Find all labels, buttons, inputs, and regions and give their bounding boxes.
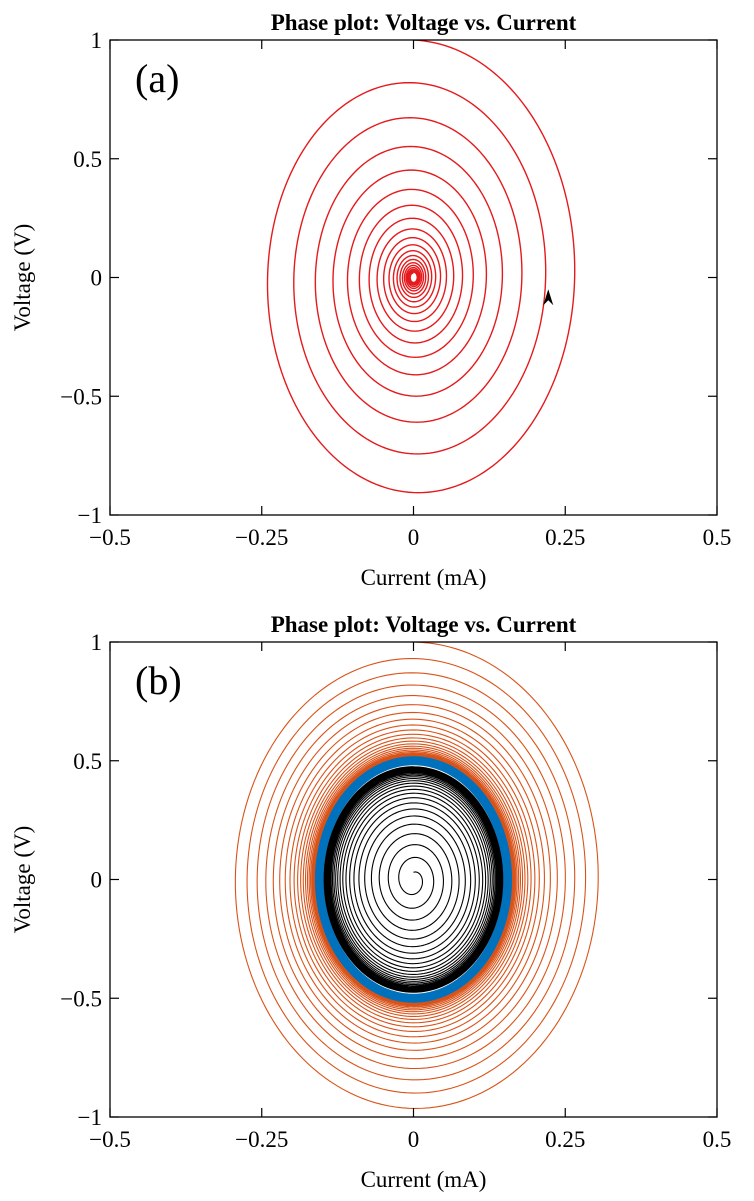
panel-label: (b) <box>135 658 182 703</box>
y-tick-label: −1 <box>78 503 102 528</box>
x-tick-label: 0.5 <box>703 1127 732 1152</box>
y-axis-label: Voltage (V) <box>10 826 35 934</box>
x-axis-label: Current (mA) <box>361 565 487 590</box>
chart-title: Phase plot: Voltage vs. Current <box>271 612 577 637</box>
x-tick-label: 0.5 <box>703 525 732 550</box>
x-tick-label: −0.5 <box>89 525 131 550</box>
x-tick-label: 0 <box>408 1127 420 1152</box>
chart-title: Phase plot: Voltage vs. Current <box>271 10 577 35</box>
y-tick-label: 0.5 <box>73 749 102 774</box>
x-tick-label: −0.25 <box>235 525 288 550</box>
x-tick-label: 0.25 <box>545 1127 585 1152</box>
x-tick-label: −0.25 <box>235 1127 288 1152</box>
plot-area <box>234 642 599 1109</box>
y-tick-label: 0 <box>91 868 103 893</box>
y-tick-label: −0.5 <box>60 986 102 1011</box>
spiral-trajectory <box>266 40 576 494</box>
y-tick-label: −0.5 <box>60 384 102 409</box>
direction-arrow <box>543 289 554 306</box>
x-tick-label: 0 <box>408 525 420 550</box>
outer-spiral-trajectory <box>234 642 599 1109</box>
plot-area <box>266 40 576 494</box>
limit-cycle <box>314 756 513 1003</box>
inner-spiral-trajectory <box>323 766 504 993</box>
y-tick-label: −1 <box>78 1105 102 1130</box>
y-axis-label: Voltage (V) <box>10 224 35 332</box>
axes-box <box>109 641 718 1118</box>
x-tick-label: 0.25 <box>545 525 585 550</box>
x-tick-label: −0.5 <box>89 1127 131 1152</box>
axes-box <box>109 39 718 516</box>
panel-label: (a) <box>135 56 179 101</box>
x-axis-label: Current (mA) <box>361 1167 487 1192</box>
y-tick-label: 1 <box>91 28 103 53</box>
y-tick-label: 0 <box>91 266 103 291</box>
y-tick-label: 1 <box>91 630 103 655</box>
y-tick-label: 0.5 <box>73 147 102 172</box>
